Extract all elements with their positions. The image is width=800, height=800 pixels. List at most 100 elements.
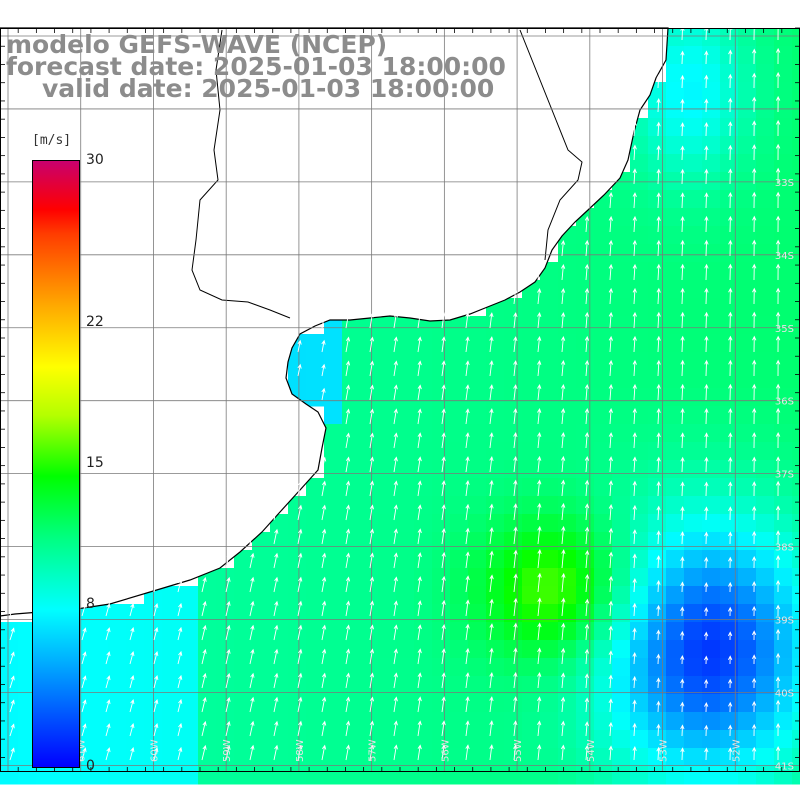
- wind-vector: [345, 528, 351, 545]
- wind-vector: [775, 239, 781, 257]
- wind-cell: [684, 496, 703, 515]
- wind-vector: [728, 531, 733, 545]
- wind-cell: [378, 730, 397, 749]
- wind-cell: [774, 604, 793, 623]
- wind-vector: [273, 696, 279, 713]
- wind-vector: [704, 506, 709, 521]
- wind-cell: [18, 712, 37, 731]
- wind-cell: [504, 316, 523, 335]
- wind-cell: [720, 460, 739, 479]
- wind-cell: [594, 640, 613, 659]
- wind-cell: [702, 28, 721, 47]
- wind-vector: [752, 120, 757, 137]
- wind-cell: [378, 550, 397, 569]
- wind-cell: [594, 460, 613, 479]
- wind-cell: [414, 694, 433, 713]
- wind-cell: [504, 586, 523, 605]
- wind-cell: [270, 748, 289, 767]
- wind-cell: [378, 514, 397, 533]
- wind-cell: [774, 244, 793, 263]
- wind-cell: [558, 280, 577, 299]
- wind-cell: [0, 748, 19, 767]
- wind-vector: [680, 606, 685, 617]
- wind-cell: [360, 424, 379, 443]
- wind-cell: [180, 586, 199, 605]
- wind-cell: [558, 550, 577, 569]
- wind-cell: [360, 550, 379, 569]
- wind-vector: [81, 675, 87, 689]
- wind-cell: [666, 334, 685, 353]
- wind-vector: [584, 287, 590, 305]
- wind-cell: [666, 640, 685, 659]
- wind-cell: [756, 316, 775, 335]
- wind-cell: [720, 640, 739, 659]
- wind-vector: [417, 384, 422, 401]
- wind-cell: [288, 514, 307, 533]
- wind-vector: [225, 624, 231, 641]
- wind-vector: [513, 597, 518, 617]
- wind-cell: [378, 658, 397, 677]
- wind-vector: [752, 215, 757, 233]
- wind-cell: [774, 262, 793, 281]
- lat-label-38S: 38S: [775, 543, 794, 554]
- wind-vector: [752, 239, 757, 257]
- wind-cell: [666, 118, 685, 137]
- wind-cell: [630, 478, 649, 497]
- wind-vector: [752, 191, 757, 209]
- wind-vector: [680, 98, 685, 113]
- wind-cell: [774, 82, 793, 101]
- wind-cell: [396, 730, 415, 749]
- wind-cell: [648, 244, 667, 263]
- wind-cell: [702, 46, 721, 65]
- wind-vector: [775, 652, 781, 665]
- wind-vector: [393, 312, 398, 329]
- wind-cell: [612, 352, 631, 371]
- wind-cell: [720, 748, 739, 767]
- wind-vector: [584, 239, 590, 257]
- wind-vector: [489, 598, 494, 617]
- wind-vector: [393, 384, 398, 401]
- wind-cell: [108, 604, 127, 623]
- wind-cell: [324, 676, 343, 695]
- wind-vector: [727, 655, 733, 665]
- wind-cell: [684, 406, 703, 425]
- wind-cell: [216, 694, 235, 713]
- wind-vector: [704, 678, 709, 689]
- wind-vector: [417, 504, 422, 521]
- wind-cell: [666, 766, 685, 785]
- wind-cell: [414, 460, 433, 479]
- wind-cell: [126, 730, 145, 749]
- wind-cell: [720, 298, 739, 317]
- wind-vector: [775, 359, 781, 377]
- wind-vector: [393, 408, 398, 425]
- wind-cell: [648, 766, 667, 785]
- wind-cell: [576, 586, 595, 605]
- wind-cell: [774, 442, 793, 461]
- wind-vector: [129, 699, 135, 713]
- wind-cell: [504, 388, 523, 407]
- wind-cell: [594, 262, 613, 281]
- wind-cell: [378, 334, 397, 353]
- wind-vector: [775, 676, 781, 689]
- wind-vector: [417, 696, 422, 713]
- wind-vector: [775, 335, 781, 353]
- wind-cell: [576, 532, 595, 551]
- wind-cell: [324, 370, 343, 389]
- wind-cell: [540, 424, 559, 443]
- wind-vector: [321, 672, 327, 689]
- wind-cell: [774, 712, 793, 731]
- wind-cell: [522, 388, 541, 407]
- wind-cell: [558, 640, 577, 659]
- wind-vector: [584, 648, 590, 665]
- wind-vector: [608, 551, 614, 569]
- wind-cell: [612, 334, 631, 353]
- wind-vector: [608, 625, 613, 641]
- wind-cell: [162, 658, 181, 677]
- wind-vector: [656, 383, 661, 401]
- wind-cell: [234, 730, 253, 749]
- wind-cell: [558, 442, 577, 461]
- wind-cell: [414, 334, 433, 353]
- wind-cell: [180, 676, 199, 695]
- wind-vector: [537, 597, 542, 617]
- wind-vector: [656, 530, 661, 545]
